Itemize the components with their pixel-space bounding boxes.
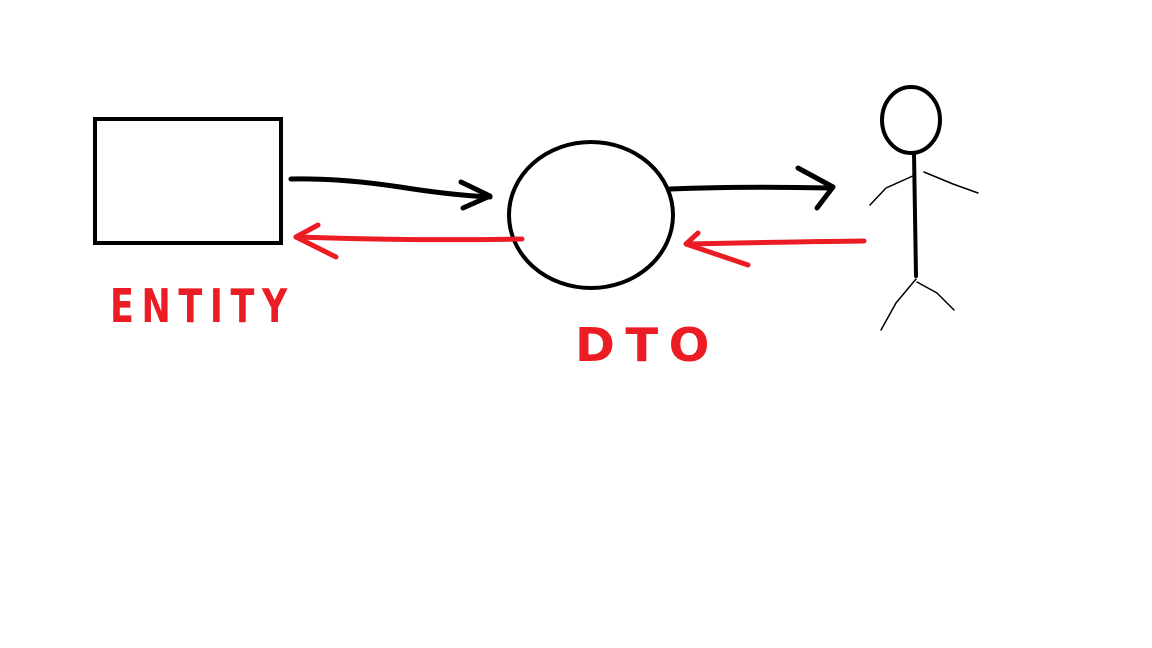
- user-left-arm: [869, 174, 916, 206]
- arrow-dto-to-entity: [293, 222, 525, 260]
- arrow-dto-to-user: [667, 165, 836, 211]
- entity-box: [93, 117, 283, 245]
- arrow-user-to-dto: [683, 230, 867, 268]
- user-stick-figure: [869, 85, 979, 331]
- user-right-leg: [916, 281, 955, 311]
- user-head: [880, 85, 942, 155]
- user-left-leg: [880, 278, 917, 331]
- user-right-arm: [923, 171, 979, 194]
- arrow-entity-to-dto: [288, 176, 493, 211]
- dto-label: DTO: [575, 318, 720, 372]
- entity-label: ENTITY: [110, 279, 295, 333]
- dto-circle: [507, 140, 675, 290]
- user-body: [912, 151, 918, 278]
